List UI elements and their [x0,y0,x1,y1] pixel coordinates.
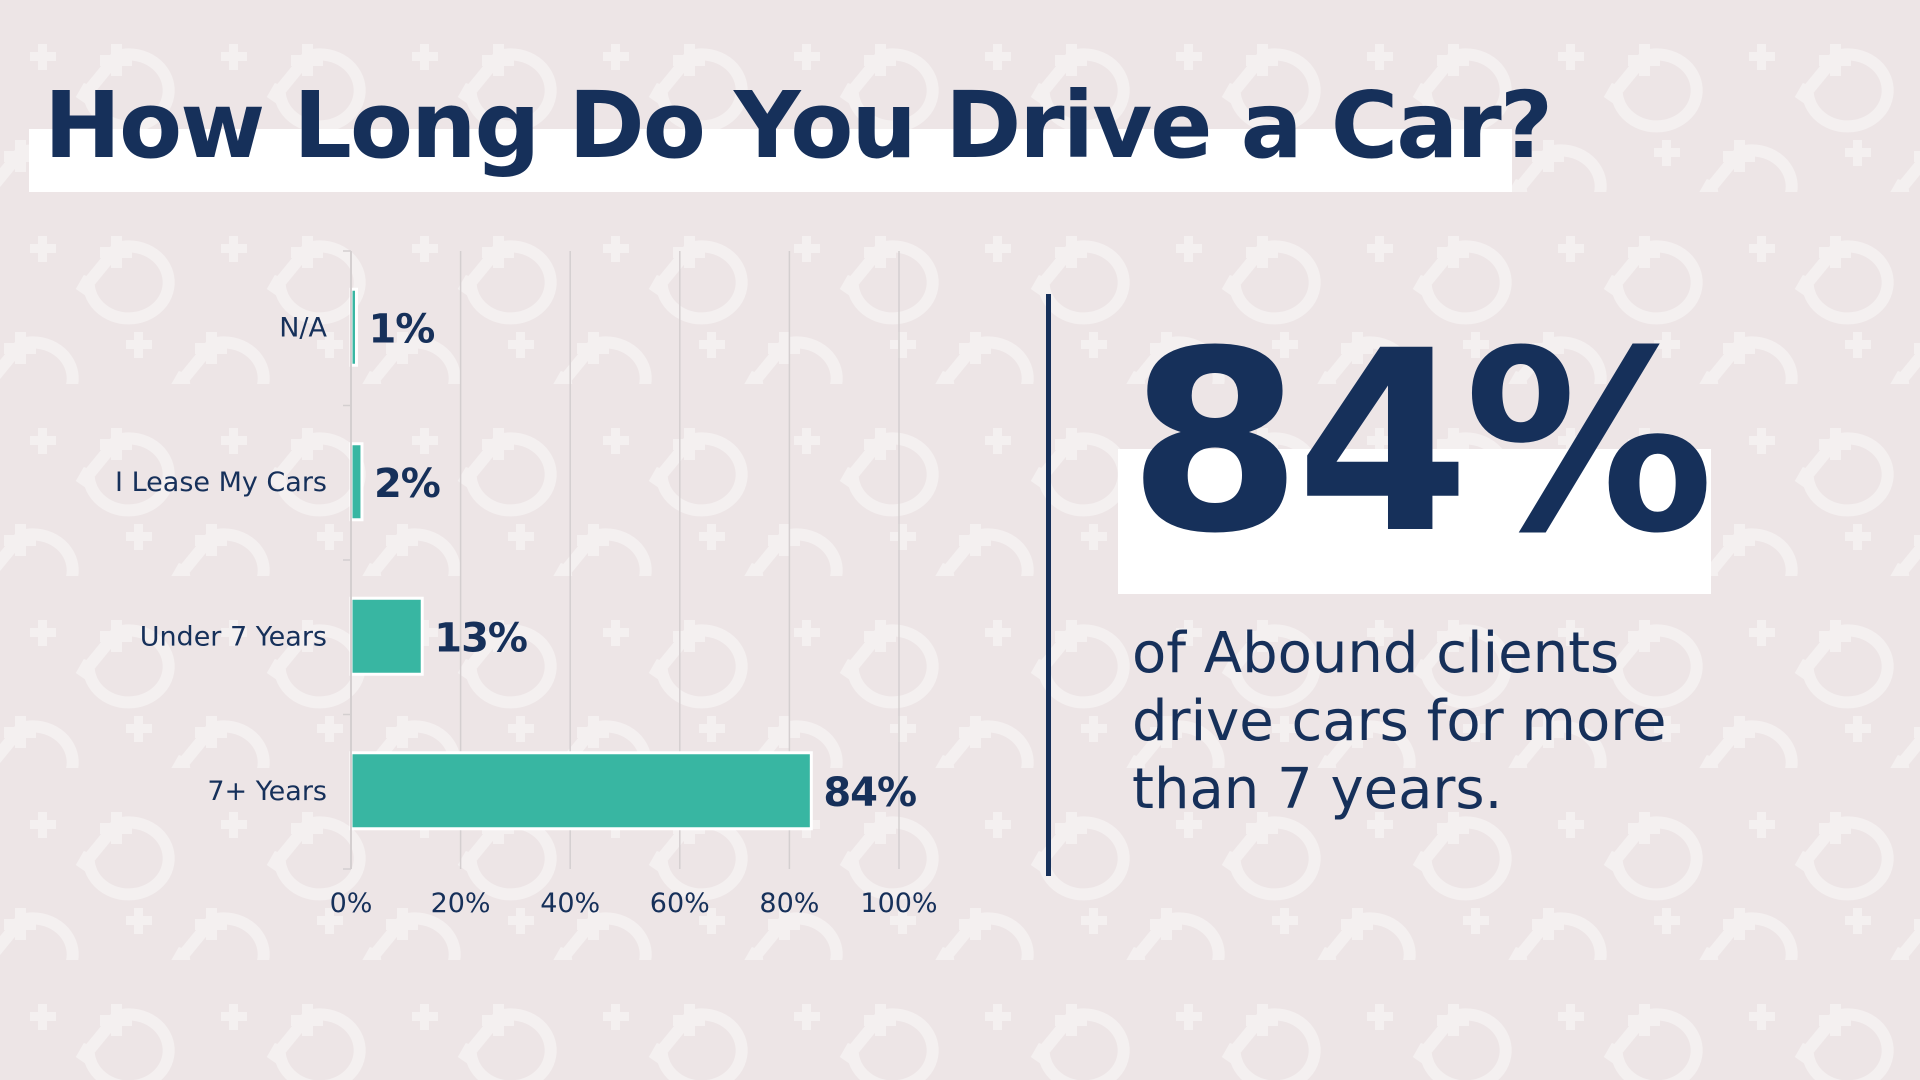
category-label: 7+ Years [207,776,327,807]
title-highlight [29,129,1512,192]
x-tick-label: 20% [431,888,491,919]
x-tick-label: 40% [540,888,600,919]
x-tick-label: 60% [650,888,710,919]
stat-highlight [1118,449,1711,594]
data-label: 2% [374,461,440,507]
stat-value: 84% [1128,297,1714,588]
page-title: How Long Do You Drive a Car? [44,72,1553,179]
bar-7-years [349,751,813,831]
data-label: 13% [434,615,527,661]
category-label: N/A [279,312,327,343]
data-label: 1% [368,306,434,352]
x-tick-label: 100% [860,888,937,919]
data-label: 84% [823,770,916,816]
bar-i-lease-my-cars [349,442,364,522]
category-label: Under 7 Years [140,621,327,652]
stat-caption: of Abound clients drive cars for more th… [1132,621,1667,822]
x-tick-label: 0% [330,888,373,919]
x-tick-label: 80% [759,888,819,919]
bar-chart: 0% 20% 40% 60% 80% 100% N/A 1% I Lease My Cars 2%… [115,250,938,919]
divider [1046,294,1051,876]
category-label: I Lease My Cars [115,467,327,498]
bar-under-7-years [349,596,424,676]
